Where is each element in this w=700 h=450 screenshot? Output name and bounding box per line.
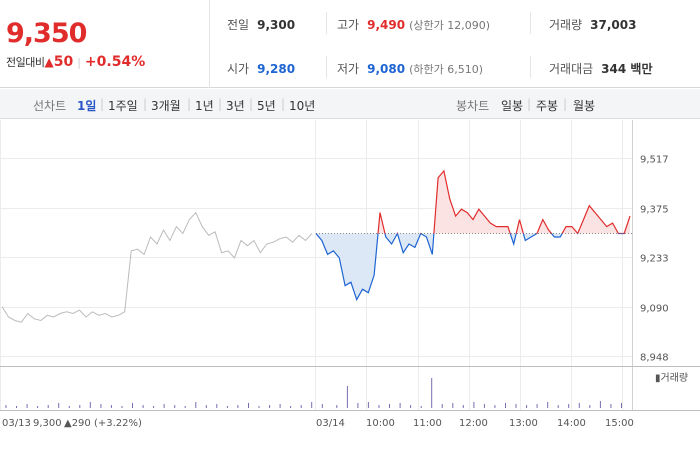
change-value: 50	[53, 54, 74, 70]
tab-3m[interactable]: 3개월	[151, 99, 181, 113]
y-tick-label: 9,233	[640, 254, 669, 265]
stat-prev-close: 전일 9,300	[227, 16, 295, 33]
tab-1w[interactable]: 1주일	[108, 99, 138, 113]
down-line	[315, 233, 625, 302]
stat-low: 저가 9,080 (하한가 6,510)	[337, 60, 483, 77]
separator: |	[77, 56, 81, 69]
stat-value: 9,080	[367, 62, 406, 76]
period-tabs: 선차트 1일 | 1주일 | 3개월 | 1년 | 3년 | 5년 | 10년 …	[0, 89, 700, 119]
tab-10y[interactable]: 10년	[289, 99, 316, 113]
prev-day-date: 03/13	[2, 418, 31, 429]
stat-value: 9,490	[367, 18, 406, 32]
separator: |	[143, 97, 148, 111]
divider	[326, 12, 327, 34]
prev-day-line	[1, 211, 313, 323]
up-area	[316, 170, 630, 234]
change-label: 전일대비	[6, 56, 45, 69]
stat-value: 344 백만	[601, 62, 653, 76]
stat-key: 저가	[337, 62, 360, 76]
separator: |	[100, 97, 105, 111]
stat-key: 고가	[337, 18, 360, 32]
x-tick-label: 10:00	[366, 418, 395, 429]
divider	[530, 12, 531, 34]
stat-sub: (하한가 6,510)	[409, 63, 483, 76]
separator: |	[281, 97, 286, 111]
stat-key: 시가	[227, 62, 250, 76]
line-chart-label: 선차트	[33, 99, 67, 113]
stat-sub: (상한가 12,090)	[409, 19, 490, 32]
y-tick-label: 9,517	[640, 155, 669, 166]
divider	[530, 56, 531, 78]
separator: |	[563, 97, 568, 111]
stat-key: 거래대금	[549, 62, 594, 76]
current-price: 9,350	[6, 18, 87, 49]
tab-daily[interactable]: 일봉	[501, 99, 524, 113]
volume-legend: ▮거래량	[655, 372, 688, 384]
separator: |	[187, 97, 192, 111]
stat-value: 9,280	[257, 62, 296, 76]
x-tick-label: 03/14	[316, 418, 345, 429]
tab-1y[interactable]: 1년	[195, 99, 214, 113]
stat-high: 고가 9,490 (상한가 12,090)	[337, 16, 490, 33]
separator: |	[218, 97, 223, 111]
up-line	[315, 169, 631, 234]
x-tick-label: 11:00	[413, 418, 442, 429]
divider	[326, 56, 327, 78]
up-arrow-icon: ▲	[44, 55, 54, 69]
separator: |	[249, 97, 254, 111]
x-tick-label: 14:00	[557, 418, 586, 429]
stat-volume: 거래량 37,003	[549, 16, 636, 33]
stat-value: 9,300	[257, 18, 296, 32]
x-tick-label: 15:00	[605, 418, 634, 429]
stat-trade-value: 거래대금 344 백만	[549, 60, 652, 77]
quote-header: 9,350 전일대비▲50 | +0.54% 전일 9,300 고가 9,490 (상한가…	[0, 0, 700, 88]
down-area	[316, 233, 563, 300]
tab-5y[interactable]: 5년	[257, 99, 276, 113]
price-change: 전일대비▲50 | +0.54%	[6, 54, 145, 70]
prev-day-close: 9,300	[33, 418, 62, 429]
separator: |	[527, 97, 532, 111]
tab-weekly[interactable]: 주봉	[536, 99, 559, 113]
stat-value: 37,003	[590, 18, 637, 32]
x-tick-label: 13:00	[509, 418, 538, 429]
tab-1d[interactable]: 1일	[77, 99, 97, 113]
x-tick-label: 12:00	[459, 418, 488, 429]
stat-key: 거래량	[549, 18, 583, 32]
price-box: 9,350 전일대비▲50 | +0.54%	[0, 0, 210, 88]
y-tick-label: 9,375	[640, 205, 669, 216]
stat-open: 시가 9,280	[227, 60, 295, 77]
change-percent: +0.54%	[84, 54, 146, 70]
tab-monthly[interactable]: 월봉	[573, 99, 596, 113]
y-tick-label: 9,090	[640, 304, 669, 315]
prev-day-change: ▲290 (+3.22%)	[64, 418, 142, 429]
candle-chart-label: 봉차트	[456, 99, 490, 113]
stat-key: 전일	[227, 18, 250, 32]
tab-3y[interactable]: 3년	[226, 99, 245, 113]
y-tick-label: 8,948	[640, 353, 669, 364]
